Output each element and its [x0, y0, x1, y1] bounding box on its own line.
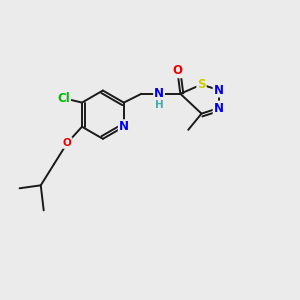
- Text: O: O: [63, 138, 72, 148]
- Text: N: N: [214, 84, 224, 97]
- Text: N: N: [154, 87, 164, 100]
- Text: N: N: [214, 102, 224, 115]
- Text: N: N: [119, 120, 129, 133]
- Text: Cl: Cl: [57, 92, 70, 105]
- Text: O: O: [172, 64, 182, 77]
- Text: S: S: [197, 78, 206, 91]
- Text: H: H: [155, 100, 164, 110]
